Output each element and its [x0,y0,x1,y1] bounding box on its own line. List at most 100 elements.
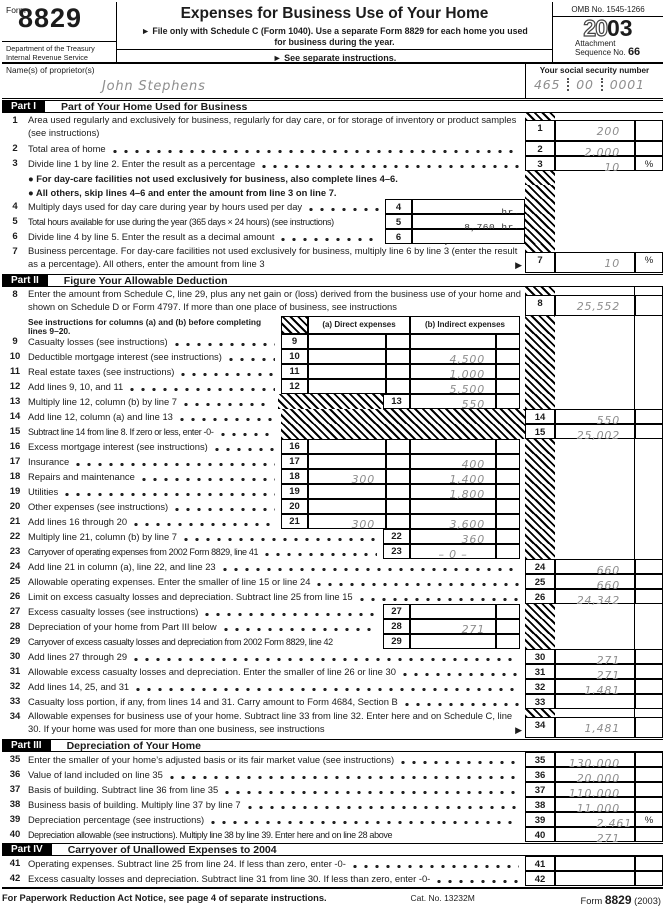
line-17-indirect[interactable]: 400 [410,454,496,470]
line-13-amount[interactable]: 550 [410,394,496,410]
line-11-direct[interactable] [308,364,386,379]
hatch-strip [525,214,555,229]
part1-bar: Part I Part of Your Home Used for Busine… [2,100,663,113]
line-3-amount[interactable]: 10 [555,156,635,173]
line-10-indirect[interactable]: 4,500 [410,349,496,365]
line-2-cents[interactable] [635,141,663,156]
dot-leader [205,613,377,616]
proprietor-label: Name(s) of proprietor(s) [6,65,95,75]
hatch-strip [525,634,555,649]
form-line-35: 35 Enter the smaller of your home’s adju… [2,752,663,769]
footer-form-id: Form 8829 (2003) [580,893,661,907]
dot-leader [112,150,519,153]
line-22-amount[interactable]: 360 [410,529,496,545]
dot-leader [317,583,519,586]
line-42-amount[interactable] [555,871,635,886]
proprietor-name-field[interactable]: John Stephens [102,79,206,94]
form-number: 8829 [18,3,83,33]
line-12-direct[interactable] [308,379,386,394]
line-9-direct[interactable] [308,334,386,349]
part4-label: Part IV [2,844,52,855]
line-23-amount[interactable]: – 0 – [410,544,496,560]
form-line-5: 5 Total hours available for use during t… [2,214,663,233]
line-16-direct[interactable] [308,439,386,454]
hatch-strip [525,349,555,364]
line-33-amount[interactable] [555,694,635,709]
line-8-cents[interactable] [635,295,663,316]
form-line-15: 15 Subtract line 14 from line 8. If zero… [2,424,663,441]
line-32-amount[interactable]: 1,481 [555,679,635,696]
line-24-amount[interactable]: 660 [555,559,635,576]
line-25-amount[interactable]: 660 [555,574,635,591]
line-5-hours[interactable]: 8,760 hr. [412,214,525,233]
form-line-37: 37 Basis of building. Subtract line 36 f… [2,782,663,799]
line-41-amount[interactable] [555,856,635,871]
part4-bar: Part IV Carryover of Unallowed Expenses … [2,843,663,856]
line-4-hours[interactable]: hr. [412,199,525,218]
line-1-amount[interactable]: 200 [555,120,635,141]
tax-year: 2003 [553,16,663,40]
line-28-amount[interactable]: 271 [410,619,496,635]
line-38-amount[interactable]: 11,000 [555,797,635,814]
line-9-indirect[interactable] [410,334,496,349]
line-7-amount[interactable]: 10 [555,252,635,273]
line-26-amount[interactable]: 24,342 [555,589,635,606]
line-37-amount[interactable]: 110,000 [555,782,635,799]
line-30-amount[interactable]: 271 [555,649,635,666]
line-15-amount[interactable]: 25,002 [555,424,635,441]
line-1-cents[interactable] [635,120,663,141]
dot-leader [247,806,519,809]
line-21-direct[interactable]: 300 [308,514,386,530]
line-19-indirect[interactable]: 1,800 [410,484,496,500]
line-10-direct[interactable] [308,349,386,364]
hatch-strip [525,316,555,334]
line-8-amount[interactable]: 25,552 [555,295,635,316]
form-line-8: 8 Enter the amount from Schedule C, line… [2,287,663,316]
dot-leader [225,791,519,794]
ssn-label: Your social security number [539,66,650,75]
line-18-indirect[interactable]: 1,400 [410,469,496,485]
department-line: Department of the Treasury Internal Reve… [6,44,95,62]
line-35-amount[interactable]: 130,000 [555,752,635,769]
line-19-direct[interactable] [308,484,386,499]
line-34-amount[interactable]: 1,481 [555,717,635,738]
part1-label: Part I [2,101,46,112]
line-20-direct[interactable] [308,499,386,514]
line-21-indirect[interactable]: 3,600 [410,514,496,530]
line-40-amount[interactable]: 271 [555,827,635,844]
hatch-strip [525,185,555,199]
form-line-3: 3 Divide line 1 by line 2. Enter the res… [2,156,663,173]
hatch-block [278,394,383,409]
form-line-1: 1 Area used regularly and exclusively fo… [2,113,663,141]
col-b-header: (b) Indirect expenses [410,316,520,334]
line-14-amount[interactable]: 550 [555,409,635,426]
line-20-indirect[interactable] [410,499,496,514]
hatch-strip [525,544,555,559]
hatch-strip [525,171,555,185]
bullet-daycare: ● For day-care facilities not used exclu… [2,171,663,185]
line-39-amount[interactable]: 2.461 [555,812,635,829]
form-line-38: 38 Business basis of building. Multiply … [2,797,663,814]
line-27-amount[interactable] [410,604,496,619]
ssn-field[interactable]: 465 00 0001 [534,77,645,92]
ssn-separator [600,78,603,91]
line-31-amount[interactable]: 271 [555,664,635,681]
form-line-24: 24 Add line 21 in column (a), line 22, a… [2,559,663,576]
form-line-42: 42 Excess casualty losses and depreciati… [2,871,663,886]
line-29-amount[interactable] [410,634,496,649]
form-line-27: 27 Excess casualty losses (see instructi… [2,604,663,619]
line-18-direct[interactable]: 300 [308,469,386,485]
line-6-decimal[interactable]: . [412,229,525,248]
part2-label: Part II [2,275,48,286]
line-16-indirect[interactable] [410,439,496,454]
line-36-amount[interactable]: 20,000 [555,767,635,784]
line-11-indirect[interactable]: 1,000 [410,364,496,380]
dot-leader [141,478,275,481]
line-2-amount[interactable]: 2,000 [555,141,635,158]
line-12-indirect[interactable]: 5,500 [410,379,496,395]
see-instructions-note: ► See separate instructions. [117,49,552,65]
line-17-direct[interactable] [308,454,386,469]
ssn-separator [567,78,570,91]
dot-leader [134,658,519,661]
form-number-block: Form 8829 Department of the Treasury Int… [2,2,117,62]
